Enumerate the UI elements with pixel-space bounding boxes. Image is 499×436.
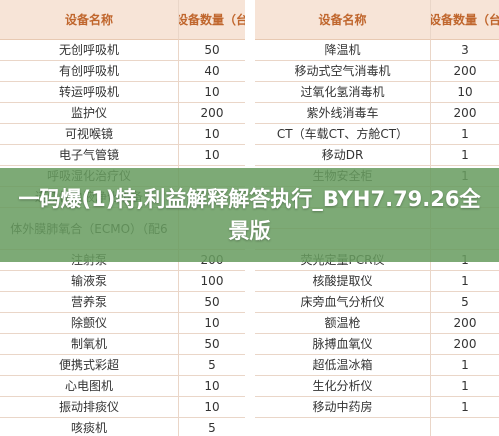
device-count: 10 bbox=[178, 82, 245, 103]
device-name: 降温机 bbox=[255, 40, 430, 61]
empty-cell bbox=[255, 418, 430, 436]
header-cell: 设备数量（台 bbox=[430, 0, 499, 40]
device-name: 振动排痰仪 bbox=[0, 397, 178, 418]
device-name: 过氧化氢消毒机 bbox=[255, 82, 430, 103]
device-count: 100 bbox=[178, 271, 245, 292]
device-count: 10 bbox=[178, 397, 245, 418]
device-name: 有创呼吸机 bbox=[0, 61, 178, 82]
device-name: 额温枪 bbox=[255, 313, 430, 334]
device-count: 200 bbox=[430, 61, 499, 82]
device-name: 咳痰机 bbox=[0, 418, 178, 436]
device-count: 40 bbox=[178, 61, 245, 82]
device-count: 10 bbox=[178, 376, 245, 397]
device-name: 营养泵 bbox=[0, 292, 178, 313]
device-name: 制氧机 bbox=[0, 334, 178, 355]
device-name: 床旁血气分析仪 bbox=[255, 292, 430, 313]
header-cell: 设备名称 bbox=[255, 0, 430, 40]
device-count: 1 bbox=[430, 145, 499, 166]
device-name: 移动式空气消毒机 bbox=[255, 61, 430, 82]
device-count: 50 bbox=[178, 334, 245, 355]
device-count: 10 bbox=[178, 124, 245, 145]
device-name: 除颤仪 bbox=[0, 313, 178, 334]
device-count: 1 bbox=[430, 397, 499, 418]
empty-cell bbox=[430, 418, 499, 436]
device-count: 10 bbox=[178, 313, 245, 334]
device-name: 超低温冰箱 bbox=[255, 355, 430, 376]
device-count: 3 bbox=[430, 40, 499, 61]
device-count: 10 bbox=[430, 82, 499, 103]
overlay-banner: 一码爆(1)特,利益解释解答执行_BYH7.79.26全景版 bbox=[0, 168, 499, 262]
device-name: 可视喉镜 bbox=[0, 124, 178, 145]
device-count: 50 bbox=[178, 40, 245, 61]
banner-text: 一码爆(1)特,利益解释解答执行_BYH7.79.26全景版 bbox=[18, 187, 481, 243]
header-cell: 设备数量（台 bbox=[178, 0, 245, 40]
device-name: 脉搏血氧仪 bbox=[255, 334, 430, 355]
device-name: 电子气管镜 bbox=[0, 145, 178, 166]
device-count: 1 bbox=[430, 124, 499, 145]
device-name: 转运呼吸机 bbox=[0, 82, 178, 103]
device-count: 1 bbox=[430, 355, 499, 376]
device-count: 200 bbox=[430, 103, 499, 124]
device-count: 10 bbox=[178, 145, 245, 166]
device-name: 无创呼吸机 bbox=[0, 40, 178, 61]
device-count: 1 bbox=[430, 376, 499, 397]
device-count: 200 bbox=[430, 313, 499, 334]
device-count: 1 bbox=[430, 271, 499, 292]
device-count: 200 bbox=[430, 334, 499, 355]
device-name: CT（车载CT、方舱CT） bbox=[255, 124, 430, 145]
device-count: 5 bbox=[178, 355, 245, 376]
device-name: 紫外线消毒车 bbox=[255, 103, 430, 124]
device-name: 监护仪 bbox=[0, 103, 178, 124]
device-name: 移动中药房 bbox=[255, 397, 430, 418]
device-name: 便携式彩超 bbox=[0, 355, 178, 376]
device-name: 生化分析仪 bbox=[255, 376, 430, 397]
device-count: 5 bbox=[178, 418, 245, 436]
header-cell: 设备名称 bbox=[0, 0, 178, 40]
device-count: 200 bbox=[178, 103, 245, 124]
device-name: 输液泵 bbox=[0, 271, 178, 292]
device-count: 50 bbox=[178, 292, 245, 313]
device-name: 移动DR bbox=[255, 145, 430, 166]
device-count: 5 bbox=[430, 292, 499, 313]
device-name: 核酸提取仪 bbox=[255, 271, 430, 292]
device-name: 心电图机 bbox=[0, 376, 178, 397]
